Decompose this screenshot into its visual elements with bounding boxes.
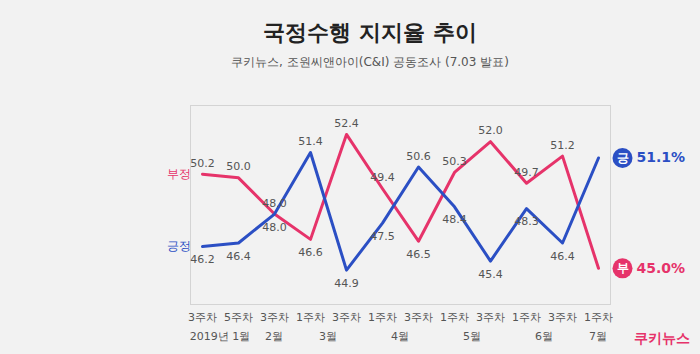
svg-text:48.3: 48.3 (514, 215, 539, 228)
svg-text:45.4: 45.4 (478, 268, 503, 281)
svg-text:48.0: 48.0 (262, 221, 287, 234)
svg-text:45.0%: 45.0% (637, 260, 686, 276)
svg-text:7월: 7월 (589, 330, 607, 343)
svg-text:50.0: 50.0 (226, 160, 251, 173)
svg-text:50.6: 50.6 (406, 150, 431, 163)
svg-text:1주차: 1주차 (368, 311, 397, 324)
svg-text:1주차: 1주차 (584, 311, 613, 324)
svg-text:46.4: 46.4 (226, 250, 251, 263)
svg-text:46.2: 46.2 (190, 253, 215, 266)
svg-text:3월: 3월 (319, 330, 337, 343)
svg-text:2019년 1월: 2019년 1월 (190, 330, 251, 343)
html-text:국정수행 지지율 추이: 국정수행 지지율 추이 (263, 20, 477, 45)
svg-text:5월: 5월 (463, 330, 481, 343)
svg-text:긍정: 긍정 (167, 239, 191, 253)
svg-text:52.0: 52.0 (478, 124, 503, 137)
svg-text:3주차: 3주차 (188, 311, 217, 324)
svg-text:3주차: 3주차 (404, 311, 433, 324)
html-text:쿠키뉴스, 조원씨앤아이(C&I) 공동조사 (7.03 발: 쿠키뉴스, 조원씨앤아이(C&I) 공동조사 (7.03 발표) (231, 55, 509, 69)
svg-text:3주차: 3주차 (476, 311, 505, 324)
svg-text:6월: 6월 (535, 330, 553, 343)
html-text:쿠키뉴스: 쿠키뉴스 (634, 330, 690, 346)
svg-text:52.4: 52.4 (334, 117, 359, 130)
svg-text:46.4: 46.4 (550, 250, 575, 263)
svg-text:44.9: 44.9 (334, 277, 359, 290)
svg-text:49.7: 49.7 (514, 166, 539, 179)
svg-text:1주차: 1주차 (440, 311, 469, 324)
svg-text:부정: 부정 (167, 167, 191, 181)
svg-text:3주차: 3주차 (548, 311, 577, 324)
svg-text:46.6: 46.6 (298, 246, 323, 259)
svg-text:4월: 4월 (391, 330, 409, 343)
svg-text:49.4: 49.4 (370, 171, 395, 184)
svg-text:3주차: 3주차 (260, 311, 289, 324)
svg-text:3주차: 3주차 (332, 311, 361, 324)
svg-text:부: 부 (617, 261, 629, 275)
svg-text:48.4: 48.4 (442, 213, 467, 226)
svg-text:1주차: 1주차 (512, 311, 541, 324)
svg-text:긍: 긍 (617, 151, 629, 165)
svg-text:51.4: 51.4 (298, 135, 323, 148)
svg-text:50.3: 50.3 (442, 155, 467, 168)
svg-text:5주차: 5주차 (224, 311, 253, 324)
svg-text:50.2: 50.2 (190, 157, 215, 170)
svg-text:46.5: 46.5 (406, 248, 431, 261)
svg-text:51.1%: 51.1% (637, 149, 686, 165)
svg-text:47.5: 47.5 (370, 230, 395, 243)
svg-text:48.0: 48.0 (262, 197, 287, 210)
svg-text:2월: 2월 (265, 330, 283, 343)
svg-text:51.2: 51.2 (550, 139, 575, 152)
svg-text:1주차: 1주차 (296, 311, 325, 324)
